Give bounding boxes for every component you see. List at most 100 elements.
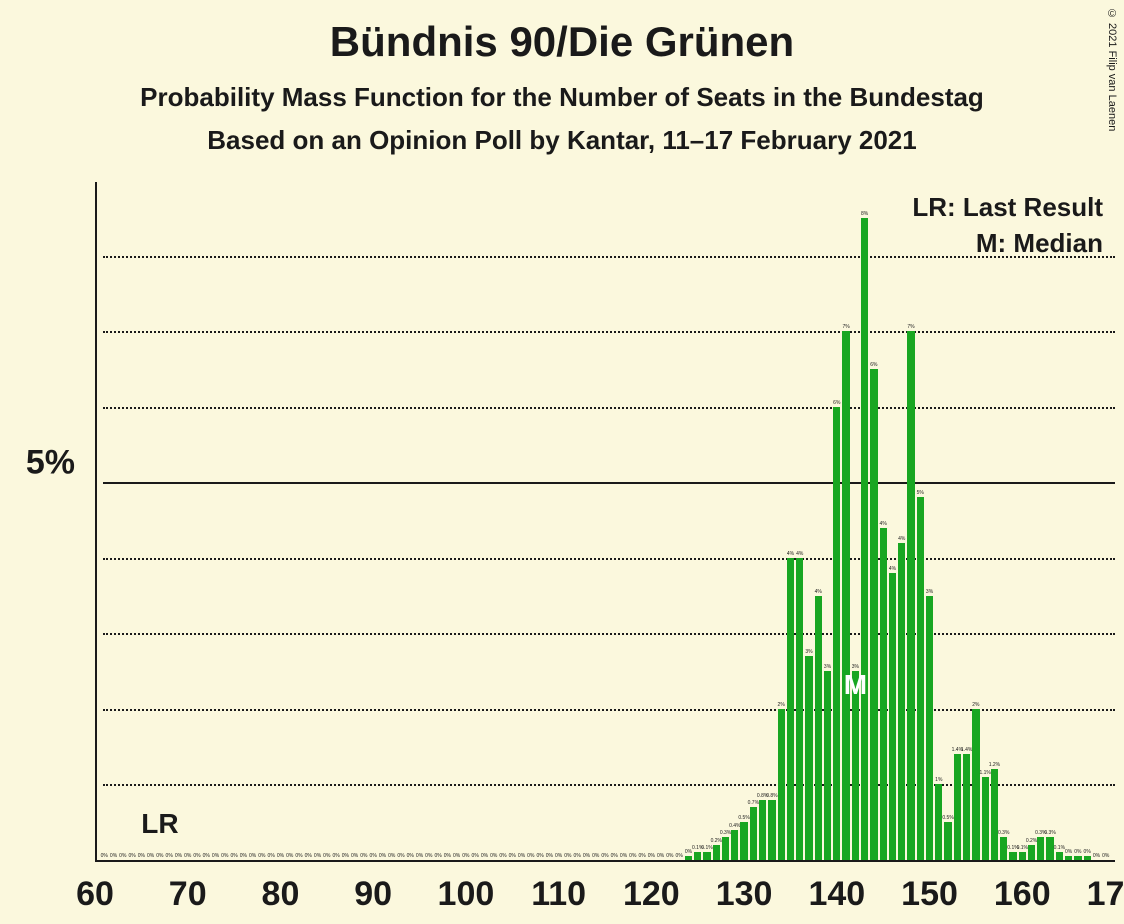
bar: 0% (1084, 856, 1091, 860)
bar-value-label: 4% (880, 521, 887, 527)
bar-value-label: 6% (870, 362, 877, 368)
bar-value-label: 0% (379, 853, 386, 859)
bar-value-label: 0.7% (748, 800, 759, 806)
bar-value-label: 0% (629, 853, 636, 859)
bar-value-label: 3% (926, 589, 933, 595)
bar-value-label: 1.4% (961, 747, 972, 753)
bar-value-label: 0% (240, 853, 247, 859)
bar-value-label: 0% (472, 853, 479, 859)
bar-value-label: 0% (555, 853, 562, 859)
x-axis-label: 170 (1087, 875, 1124, 914)
chart-subtitle-1: Probability Mass Function for the Number… (0, 66, 1124, 113)
bar-value-label: 0.2% (1026, 838, 1037, 844)
bar-value-label: 0% (138, 853, 145, 859)
bar-value-label: 1.1% (979, 770, 990, 776)
bar-value-label: 0% (110, 853, 117, 859)
x-axis-label: 90 (354, 875, 392, 914)
bar-value-label: 0% (444, 853, 451, 859)
bar-value-label: 0.3% (998, 830, 1009, 836)
bar: 6% (833, 407, 840, 860)
bar-value-label: 4% (889, 566, 896, 572)
bar: 0.8% (768, 800, 775, 860)
bar: 0.3% (1000, 837, 1007, 860)
bar-value-label: 0% (499, 853, 506, 859)
bar-value-label: 2% (778, 702, 785, 708)
x-axis-label: 60 (76, 875, 114, 914)
bar: 5% (917, 497, 924, 860)
bar-value-label: 0% (230, 853, 237, 859)
bar-value-label: 0% (351, 853, 358, 859)
x-axis (95, 860, 1115, 862)
bar-value-label: 0% (342, 853, 349, 859)
bar: 0.1% (1009, 852, 1016, 860)
bar: 1.4% (954, 754, 961, 860)
bar-value-label: 0% (175, 853, 182, 859)
bar-value-label: 4% (898, 536, 905, 542)
bar: 4% (889, 573, 896, 860)
bar: 0.3% (1046, 837, 1053, 860)
bar-value-label: 0% (518, 853, 525, 859)
bar-value-label: 0% (156, 853, 163, 859)
bar-value-label: 0% (564, 853, 571, 859)
bar-value-label: 0% (527, 853, 534, 859)
grid-line (103, 709, 1115, 711)
bar: 0.3% (722, 837, 729, 860)
bar-value-label: 0% (416, 853, 423, 859)
bar-value-label: 0% (490, 853, 497, 859)
bar-value-label: 0% (1074, 849, 1081, 855)
bar: 7% (842, 331, 849, 860)
bar-value-label: 0% (462, 853, 469, 859)
bar-value-label: 0.4% (729, 823, 740, 829)
bar-value-label: 0% (666, 853, 673, 859)
x-axis-label: 140 (808, 875, 865, 914)
bar: 4% (796, 558, 803, 860)
bar: 0.7% (750, 807, 757, 860)
bar-value-label: 0% (425, 853, 432, 859)
bar-value-label: 0% (286, 853, 293, 859)
bar-value-label: 0% (147, 853, 154, 859)
bar-value-label: 0.5% (942, 815, 953, 821)
bar: 3% (926, 596, 933, 860)
chart-title: Bündnis 90/Die Grünen (0, 0, 1124, 66)
bar: 0.2% (713, 845, 720, 860)
bar: 2% (972, 709, 979, 860)
bar: 6% (870, 369, 877, 860)
bar-value-label: 0% (1084, 849, 1091, 855)
bar-value-label: 0% (212, 853, 219, 859)
x-axis-label: 120 (623, 875, 680, 914)
bar: 4% (815, 596, 822, 860)
bar: 0.2% (1028, 845, 1035, 860)
bar-value-label: 0% (509, 853, 516, 859)
bar-value-label: 0% (407, 853, 414, 859)
bar: 0.4% (731, 830, 738, 860)
bar-value-label: 0% (184, 853, 191, 859)
bar-value-label: 0% (128, 853, 135, 859)
bar-value-label: 0% (249, 853, 256, 859)
bar-value-label: 0% (583, 853, 590, 859)
bar-value-label: 0% (648, 853, 655, 859)
bar: 0.5% (740, 822, 747, 860)
x-axis-label: 70 (169, 875, 207, 914)
bar: 2% (778, 709, 785, 860)
bar-value-label: 6% (833, 400, 840, 406)
bar-value-label: 8% (861, 211, 868, 217)
bar-value-label: 0% (434, 853, 441, 859)
x-axis-label: 80 (262, 875, 300, 914)
bar-value-label: 0% (685, 849, 692, 855)
bar-value-label: 0.1% (1054, 845, 1065, 851)
bar-value-label: 0% (1065, 849, 1072, 855)
bar-value-label: 3% (805, 649, 812, 655)
bar: 4% (880, 528, 887, 860)
bar: 1% (935, 784, 942, 860)
grid-line (103, 331, 1115, 333)
bar-value-label: 0% (314, 853, 321, 859)
bar-value-label: 0% (638, 853, 645, 859)
bar-value-label: 0% (203, 853, 210, 859)
bar-value-label: 0% (323, 853, 330, 859)
bar-value-label: 0% (258, 853, 265, 859)
bar-value-label: 0% (611, 853, 618, 859)
bar-value-label: 3% (824, 664, 831, 670)
median-marker: M (844, 669, 867, 701)
grid-line (103, 558, 1115, 560)
grid-line (103, 407, 1115, 409)
